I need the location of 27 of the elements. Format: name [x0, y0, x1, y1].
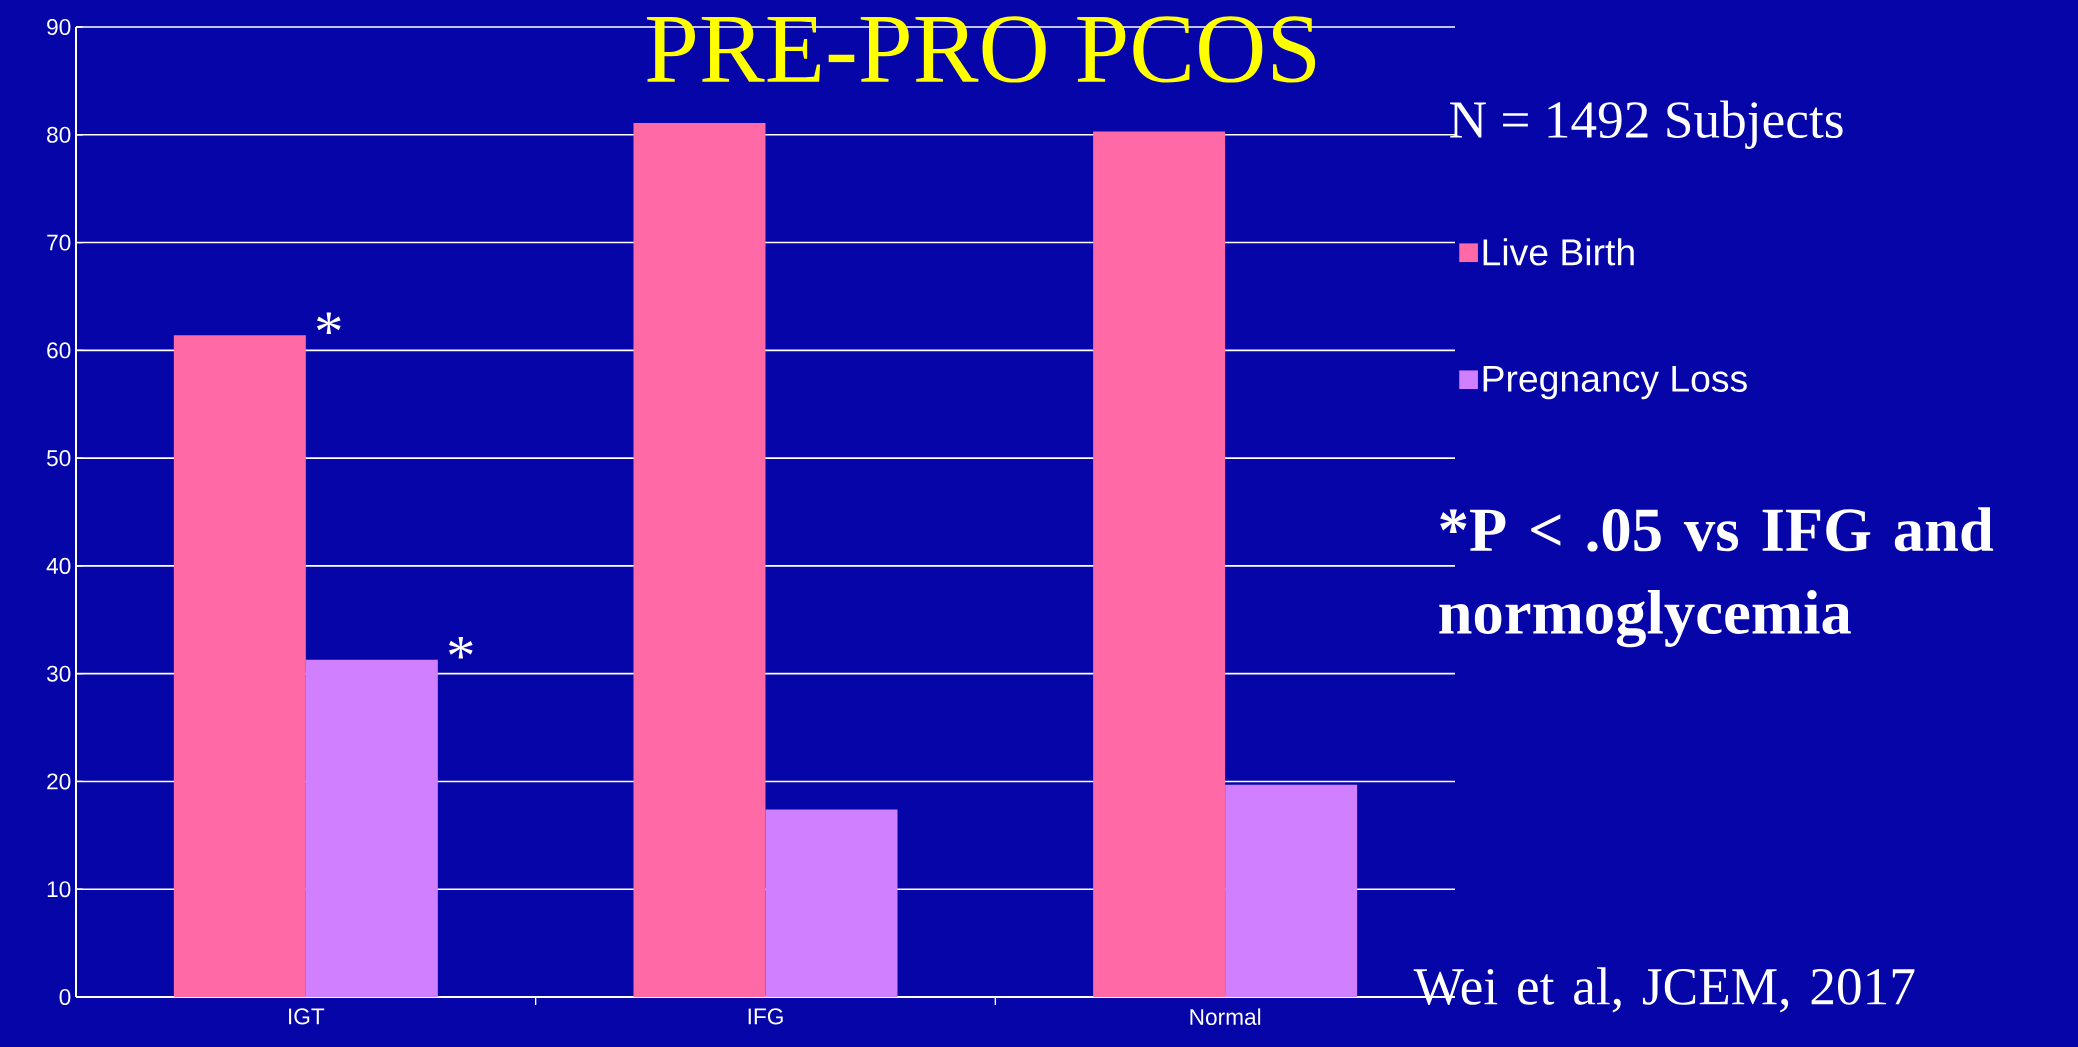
bar — [173, 335, 306, 997]
annotation: * — [316, 312, 341, 335]
y-tick-label: 90 — [47, 18, 71, 36]
y-tick-label: 70 — [47, 234, 71, 251]
y-tick-label: 0 — [59, 988, 71, 1006]
y-tick-label: 40 — [46, 557, 71, 574]
legend-title: N = 1492 Subjects — [1450, 100, 1843, 149]
bar — [765, 809, 898, 997]
y-tick-label: 60 — [47, 342, 71, 359]
legend-label: Live Birth — [1483, 238, 1634, 266]
bar — [633, 122, 766, 997]
legend-label: Pregnancy Loss — [1483, 365, 1747, 400]
annotation: Wei et al, JCEM, 2017 — [1413, 967, 1915, 1013]
annotation: *P < .05 vs IFG and normoglycemia — [1439, 507, 1994, 648]
y-tick-label: 80 — [47, 126, 71, 143]
bar — [1225, 784, 1358, 997]
bar — [1093, 131, 1226, 997]
x-tick-label: Normal — [1190, 1008, 1261, 1026]
x-tick-label: IGT — [289, 1008, 325, 1025]
y-tick-label: 20 — [47, 773, 71, 790]
y-tick-label: 50 — [46, 450, 71, 467]
y-tick-label: 30 — [46, 665, 71, 682]
y-tick-label: 10 — [47, 881, 71, 898]
chart-title: PRE-PRO PCOS — [646, 16, 1316, 83]
annotation: * — [448, 636, 473, 659]
x-tick-label: IFG — [748, 1008, 783, 1025]
bar — [305, 659, 438, 997]
